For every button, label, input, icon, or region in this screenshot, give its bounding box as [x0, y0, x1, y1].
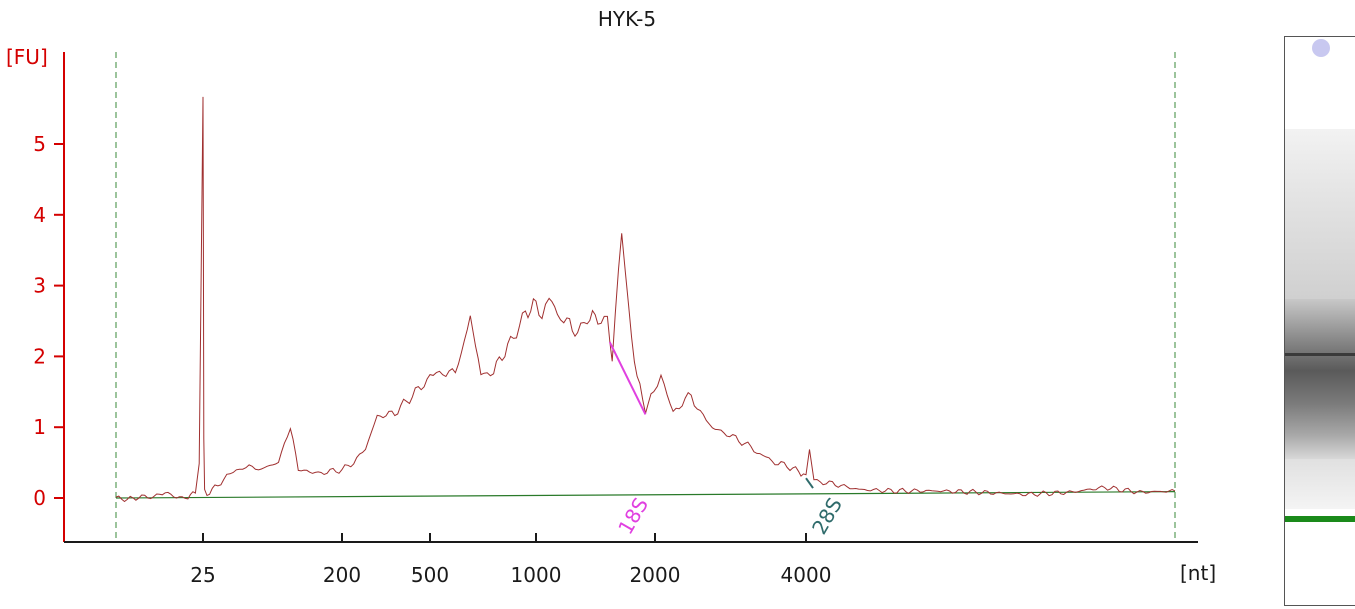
x-tick-label: 200: [323, 563, 361, 587]
gel-smear-light: [1285, 129, 1355, 299]
marker-28s-label: 28S: [807, 493, 847, 538]
electropherogram-chart: HYK-5 [FU] [nt] 0 1 2 3 4 5 25 200 500 1000 2000 4…: [6, 7, 1216, 587]
x-tick-label: 25: [190, 563, 215, 587]
chart-title: HYK-5: [598, 7, 656, 31]
x-tick-label: 1000: [511, 563, 562, 587]
electropherogram-trace: [115, 96, 1176, 503]
y-tick-label: 2: [33, 344, 46, 368]
gel-lane: [1284, 36, 1355, 606]
gel-smear-dark: [1285, 299, 1355, 459]
marker-28s-area-line: [805, 477, 814, 489]
y-tick-label: 1: [33, 415, 46, 439]
y-axis-unit: [FU]: [6, 45, 48, 69]
y-tick-label: 4: [33, 203, 46, 227]
baseline-line: [115, 491, 1176, 499]
y-tick-label: 3: [33, 274, 46, 298]
upper-marker-spot: [1312, 39, 1330, 57]
gel-band-main: [1285, 353, 1355, 356]
y-axis-ticks: 0 1 2 3 4 5: [33, 132, 64, 510]
x-tick-label: 500: [411, 563, 449, 587]
x-axis-unit: [nt]: [1180, 561, 1216, 585]
marker-18s-label: 18S: [613, 493, 653, 538]
lower-marker-band: [1285, 516, 1355, 522]
y-tick-label: 0: [33, 486, 46, 510]
y-tick-label: 5: [33, 132, 46, 156]
x-tick-label: 4000: [781, 563, 832, 587]
x-tick-label: 2000: [630, 563, 681, 587]
gel-smear-faint: [1285, 459, 1355, 509]
x-axis-ticks: 25 200 500 1000 2000 4000: [190, 533, 831, 587]
marker-18s-area-line: [608, 341, 647, 415]
peak-marker-layer: 18S 28S: [608, 341, 847, 539]
series-layer: [115, 96, 1176, 503]
